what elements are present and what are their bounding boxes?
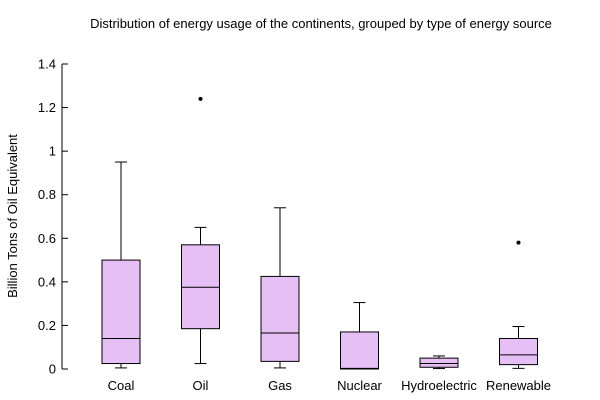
x-tick-labels: Coal Oil Gas Nuclear Hydroelectric Renewable: [108, 378, 551, 393]
box-renewable: [499, 240, 538, 369]
x-tick-label: Hydroelectric: [401, 378, 477, 393]
x-tick-label: Gas: [268, 378, 292, 393]
x-tick-label: Oil: [193, 378, 209, 393]
x-tick-label: Renewable: [486, 378, 551, 393]
iqr-box: [340, 331, 379, 370]
y-tick-label: 0: [49, 362, 56, 377]
box-coal: [101, 161, 141, 369]
box-hydroelectric: [419, 355, 459, 370]
y-tick-label: 0.6: [38, 231, 56, 246]
y-tick-label: 1.4: [38, 57, 56, 72]
axes: 0 0.2 0.4 0.6 0.8 1 1.2 1.4: [38, 57, 68, 377]
iqr-box: [260, 275, 300, 362]
box-gas: [260, 207, 300, 369]
y-tick-label: 0.4: [38, 274, 56, 289]
y-tick-label: 0.8: [38, 187, 56, 202]
y-tick-label: 0.2: [38, 318, 56, 333]
iqr-box: [499, 338, 538, 366]
y-tick-label: 1: [49, 144, 56, 159]
box-oil: [181, 96, 220, 365]
chart-title: Distribution of energy usage of the cont…: [90, 16, 552, 31]
boxes-group: [101, 96, 538, 370]
y-tick-label: 1.2: [38, 100, 56, 115]
y-axis-label: Billion Tons of Oil Equivalent: [5, 134, 20, 298]
outlier-point: [198, 96, 203, 101]
x-tick-label: Coal: [108, 378, 135, 393]
box-nuclear: [340, 302, 379, 370]
iqr-box: [181, 244, 220, 330]
x-tick-label: Nuclear: [337, 378, 382, 393]
outlier-point: [516, 240, 521, 245]
iqr-box: [419, 357, 459, 368]
iqr-box: [101, 259, 141, 365]
